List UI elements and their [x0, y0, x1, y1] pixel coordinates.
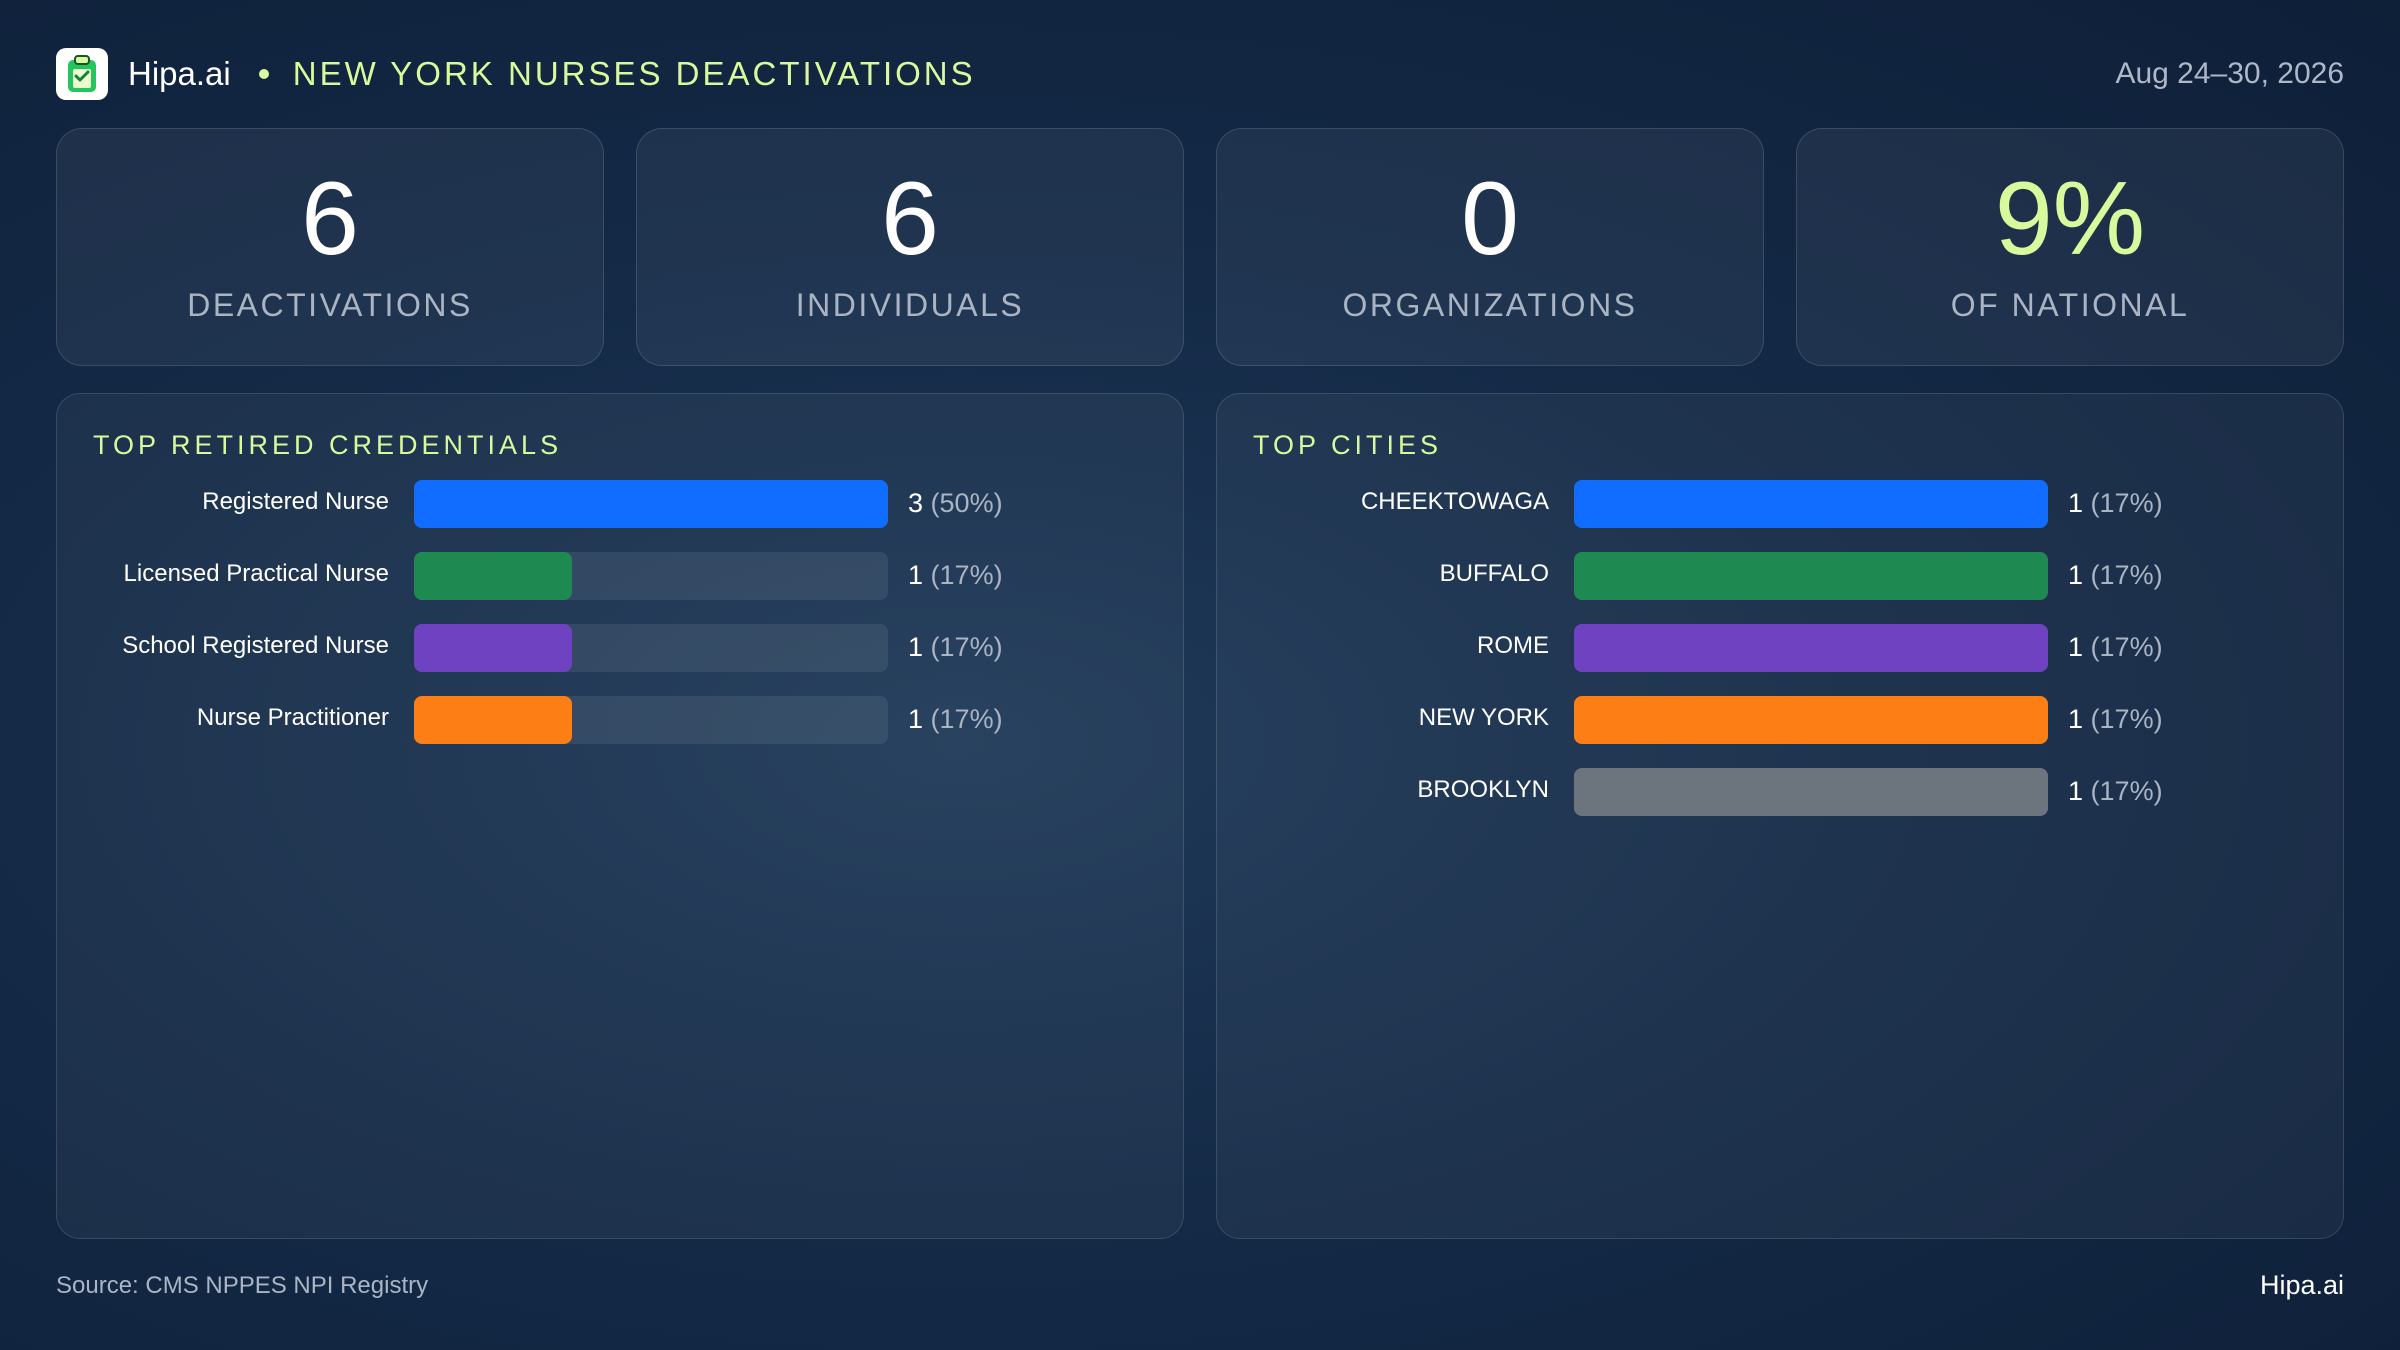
bar-row: BROOKLYN 1 (17%) — [1217, 768, 2343, 816]
clipboard-icon — [68, 55, 96, 92]
bar-count: 1 — [2068, 704, 2084, 734]
kpi-card-individuals: 6 INDIVIDUALS — [636, 128, 1184, 366]
bar-category-label: BROOKLYN — [1417, 776, 1549, 803]
brand-name: Hipa.ai — [128, 55, 231, 92]
bar-track — [414, 480, 888, 528]
bar-percent: (17%) — [2090, 704, 2163, 734]
kpi-value: 9% — [1994, 161, 2146, 277]
bar-percent: (17%) — [930, 632, 1003, 662]
bar-value-label: 1 (17%) — [908, 632, 1003, 663]
kpi-value: 6 — [301, 161, 359, 277]
bar-track — [1574, 768, 2048, 816]
kpi-value: 6 — [881, 161, 939, 277]
date-range: Aug 24–30, 2026 — [2115, 57, 2344, 90]
kpi-card-deactivations: 6 DEACTIVATIONS — [56, 128, 604, 366]
bar-track — [414, 624, 888, 672]
bar-value-label: 1 (17%) — [2068, 632, 2163, 663]
bar-count: 1 — [908, 560, 924, 590]
bar — [1574, 624, 2048, 672]
bar-category-label: BUFFALO — [1439, 560, 1549, 587]
bar — [414, 480, 888, 528]
page-title: NEW YORK NURSES DEACTIVATIONS — [292, 55, 976, 92]
bar-count: 1 — [908, 704, 924, 734]
bar-percent: (17%) — [930, 704, 1003, 734]
bar-value-label: 1 (17%) — [908, 560, 1003, 591]
bar-count: 1 — [2068, 776, 2084, 806]
bar — [1574, 552, 2048, 600]
bar-track — [1574, 552, 2048, 600]
bar-category-label: Registered Nurse — [202, 488, 389, 515]
bar-category-label: School Registered Nurse — [122, 632, 389, 659]
kpi-card-organizations: 0 ORGANIZATIONS — [1216, 128, 1764, 366]
bar-count: 1 — [2068, 560, 2084, 590]
bar-percent: (17%) — [930, 560, 1003, 590]
bar-track — [1574, 696, 2048, 744]
bar-value-label: 1 (17%) — [2068, 776, 2163, 807]
bar-track — [414, 552, 888, 600]
bar-count: 1 — [2068, 488, 2084, 518]
bar-category-label: CHEEKTOWAGA — [1360, 488, 1549, 515]
kpi-card-national-share: 9% OF NATIONAL — [1796, 128, 2344, 366]
cities-panel: TOP CITIES CHEEKTOWAGA 1 (17%) BUFFALO 1 (1… — [1216, 393, 2344, 1239]
bar — [414, 696, 572, 744]
bar-percent: (17%) — [2090, 560, 2163, 590]
bar-value-label: 1 (17%) — [908, 704, 1003, 735]
kpi-value: 0 — [1461, 161, 1519, 277]
panel-title: TOP CITIES — [1253, 430, 1443, 460]
bar-value-label: 1 (17%) — [2068, 488, 2163, 519]
credentials-panel: TOP RETIRED CREDENTIALS Registered Nurse… — [56, 393, 1184, 1239]
footer-brand: Hipa.ai — [2259, 1270, 2344, 1300]
bar-value-label: 1 (17%) — [2068, 560, 2163, 591]
bar-category-label: NEW YORK — [1418, 704, 1549, 731]
bar — [1574, 768, 2048, 816]
separator-dot — [258, 69, 269, 79]
bar-row: Nurse Practitioner 1 (17%) — [57, 696, 1183, 744]
kpi-label: ORGANIZATIONS — [1342, 287, 1638, 323]
bar-row: Registered Nurse 3 (50%) — [57, 480, 1183, 528]
bar-count: 1 — [908, 632, 924, 662]
bar-category-label: Licensed Practical Nurse — [123, 560, 389, 587]
bar-row: Licensed Practical Nurse 1 (17%) — [57, 552, 1183, 600]
bar — [1574, 696, 2048, 744]
bar-category-label: ROME — [1477, 632, 1549, 659]
header: Hipa.ai NEW YORK NURSES DEACTIVATIONS Au… — [56, 46, 2344, 102]
bar — [414, 552, 572, 600]
bar — [1574, 480, 2048, 528]
bar-value-label: 1 (17%) — [2068, 704, 2163, 735]
bar-value-label: 3 (50%) — [908, 488, 1003, 519]
kpi-label: INDIVIDUALS — [795, 287, 1025, 323]
bar-track — [1574, 480, 2048, 528]
bar-row: School Registered Nurse 1 (17%) — [57, 624, 1183, 672]
logo — [56, 48, 108, 100]
bar-row: ROME 1 (17%) — [1217, 624, 2343, 672]
bar-percent: (17%) — [2090, 488, 2163, 518]
bar-row: NEW YORK 1 (17%) — [1217, 696, 2343, 744]
bar-row: CHEEKTOWAGA 1 (17%) — [1217, 480, 2343, 528]
bar — [414, 624, 572, 672]
bar-row: BUFFALO 1 (17%) — [1217, 552, 2343, 600]
bar-percent: (17%) — [2090, 776, 2163, 806]
kpi-label: DEACTIVATIONS — [187, 287, 473, 323]
panel-title: TOP RETIRED CREDENTIALS — [93, 430, 563, 460]
bar-track — [1574, 624, 2048, 672]
bar-category-label: Nurse Practitioner — [196, 704, 389, 731]
source-note: Source: CMS NPPES NPI Registry — [56, 1272, 429, 1299]
bar-percent: (50%) — [930, 488, 1003, 518]
bar-percent: (17%) — [2090, 632, 2163, 662]
bar-count: 1 — [2068, 632, 2084, 662]
bar-count: 3 — [908, 488, 924, 518]
kpi-label: OF NATIONAL — [1950, 287, 2190, 323]
bar-track — [414, 696, 888, 744]
